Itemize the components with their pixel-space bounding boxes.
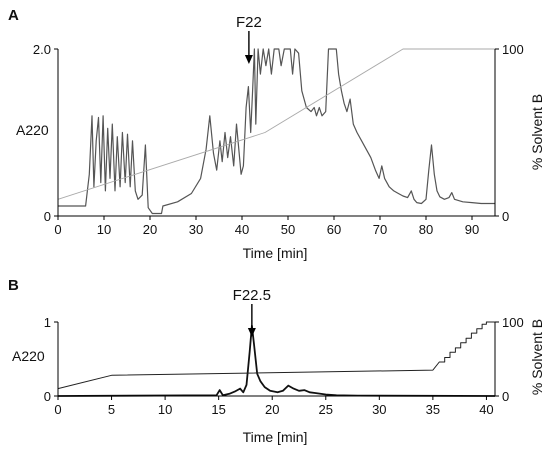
panel-b-right-axis-title: % Solvent B	[529, 319, 545, 395]
panel-a-x-tick-label: 50	[281, 222, 295, 237]
panel-b-x-tick-label: 40	[479, 402, 493, 417]
panel-b-x-tick-label: 20	[265, 402, 279, 417]
panel-b-right-tick-label: 100	[502, 315, 524, 330]
panel-a-absorbance-trace	[58, 48, 495, 215]
panel-b-y-axis-title: A220	[12, 348, 45, 364]
panel-b-right-tick-label: 0	[502, 389, 509, 404]
panel-b-x-tick-label: 10	[158, 402, 172, 417]
panel-b-x-axis-title: Time [min]	[243, 429, 308, 445]
panel-a-x-tick-label: 40	[235, 222, 249, 237]
panel-a-right-axis-title: % Solvent B	[529, 94, 545, 170]
panel-b-absorbance-trace	[57, 324, 496, 397]
panel-b: B F22.5 A220 % Solvent B Time [min] 0 5 10…	[8, 277, 545, 445]
panel-a-y-tick-label: 0	[44, 209, 51, 224]
panel-a-x-tick-label: 0	[54, 222, 61, 237]
panel-b-x-tick-label: 25	[319, 402, 333, 417]
panel-a-y-axis-title: A220	[16, 122, 49, 138]
panel-b-solvent-gradient-line	[57, 321, 495, 390]
panel-a-peak-annotation: F22	[236, 14, 262, 31]
panel-a-solvent-gradient-line	[57, 48, 495, 200]
panel-b-y-tick-label: 0	[44, 389, 51, 404]
panel-b-x-tick-label: 35	[426, 402, 440, 417]
panel-b-annotation-arrow-head	[247, 328, 256, 337]
panel-a: A F22 A220 % Solvent B Time [min] 0 10 20 3…	[8, 7, 545, 261]
panel-b-x-tick-label: 0	[54, 402, 61, 417]
panel-b-x-tick-label: 15	[211, 402, 225, 417]
panel-a-x-tick-label: 10	[97, 222, 111, 237]
panel-a-x-tick-label: 70	[373, 222, 387, 237]
panel-a-x-tick-label: 90	[465, 222, 479, 237]
panel-b-letter: B	[8, 277, 19, 294]
panel-a-right-tick-label: 100	[502, 42, 524, 57]
panel-a-letter: A	[8, 7, 19, 24]
panel-a-x-tick-label: 60	[327, 222, 341, 237]
panel-a-right-tick-label: 0	[502, 209, 509, 224]
panel-a-x-tick-label: 30	[189, 222, 203, 237]
panel-b-y-tick-label: 1	[44, 315, 51, 330]
panel-a-x-axis-title: Time [min]	[243, 245, 308, 261]
panel-a-x-tick-label: 20	[143, 222, 157, 237]
panel-b-peak-annotation: F22.5	[233, 287, 271, 304]
panel-a-annotation-arrow-head	[244, 55, 253, 64]
panel-b-x-tick-label: 5	[108, 402, 115, 417]
panel-b-x-tick-label: 30	[372, 402, 386, 417]
panel-a-y-tick-label: 2.0	[33, 42, 51, 57]
panel-a-x-tick-label: 80	[419, 222, 433, 237]
